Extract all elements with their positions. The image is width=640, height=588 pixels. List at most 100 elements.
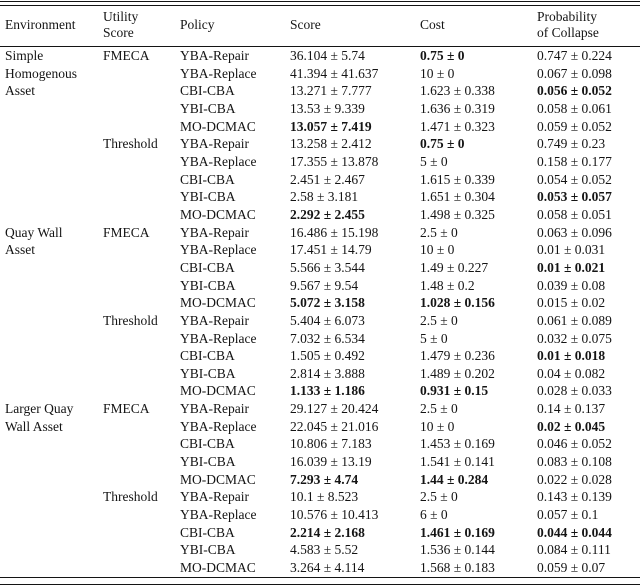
score-cell: 5.404 ± 6.073 [290, 312, 365, 328]
probability-of-collapse-cell: 0.083 ± 0.108 [537, 454, 612, 470]
cost-cell: 1.028 ± 0.156 [420, 295, 495, 311]
score-cell: 13.271 ± 7.777 [290, 83, 372, 99]
table-row: MO-DCMAC 13.057 ± 7.419 1.471 ± 0.323 0.059… [0, 118, 640, 136]
cost-cell: 10 ± 0 [420, 65, 455, 81]
score-cell: 13.53 ± 9.339 [290, 100, 365, 116]
probability-of-collapse-cell: 0.14 ± 0.137 [537, 401, 606, 417]
score-cell: 10.576 ± 10.413 [290, 507, 379, 523]
utility-score-cell [98, 259, 175, 277]
policy-cell: CBI-CBA [180, 171, 235, 187]
table-row: YBI-CBA 16.039 ± 13.19 1.541 ± 0.141 0.083 … [0, 453, 640, 471]
cost-cell: 2.5 ± 0 [420, 312, 458, 328]
probability-of-collapse-cell: 0.747 ± 0.224 [537, 48, 612, 63]
environment-cell [0, 471, 98, 489]
cost-cell: 1.48 ± 0.2 [420, 277, 475, 293]
score-cell: 2.58 ± 3.181 [290, 189, 359, 205]
score-cell: 17.451 ± 14.79 [290, 242, 372, 258]
utility-score-cell [98, 559, 175, 577]
utility-score-cell [98, 294, 175, 312]
cost-cell: 1.568 ± 0.183 [420, 560, 495, 576]
score-cell: 13.057 ± 7.419 [290, 118, 372, 134]
utility-score-cell [98, 418, 175, 436]
table-bottom-rule-outer [0, 584, 640, 586]
policy-cell: CBI-CBA [180, 524, 235, 540]
policy-cell: YBA-Repair [180, 312, 249, 328]
table-row: Homogenous YBA-Replace 41.394 ± 41.637 10 ±… [0, 65, 640, 83]
table-row: Simple FMECA YBA-Repair 36.104 ± 5.74 0.75 ±… [0, 47, 640, 65]
utility-score-cell [98, 330, 175, 348]
policy-cell: MO-DCMAC [180, 383, 256, 399]
environment-cell: Simple [5, 48, 44, 63]
cost-cell: 10 ± 0 [420, 418, 455, 434]
results-table-body: Simple FMECA YBA-Repair 36.104 ± 5.74 0.75 ±… [0, 47, 640, 577]
utility-score-cell [98, 382, 175, 400]
probability-of-collapse-cell: 0.022 ± 0.028 [537, 471, 612, 487]
probability-of-collapse-cell: 0.032 ± 0.075 [537, 330, 612, 346]
score-cell: 2.292 ± 2.455 [290, 206, 365, 222]
table-row: YBA-Replace 7.032 ± 6.534 5 ± 0 0.032 ± 0.0… [0, 330, 640, 348]
environment-cell [0, 347, 98, 365]
table-row: MO-DCMAC 7.293 ± 4.74 1.44 ± 0.284 0.022 ± … [0, 471, 640, 489]
table-row: YBI-CBA 4.583 ± 5.52 1.536 ± 0.144 0.084 ± … [0, 541, 640, 559]
cost-cell: 2.5 ± 0 [420, 489, 458, 505]
cost-cell: 1.44 ± 0.284 [420, 471, 489, 487]
utility-score-cell [98, 471, 175, 489]
policy-cell: YBA-Repair [180, 224, 249, 240]
utility-score-cell: FMECA [103, 224, 150, 240]
header-row: Environment Utility Score Policy Score C… [0, 6, 640, 47]
policy-cell: MO-DCMAC [180, 206, 256, 222]
probability-of-collapse-cell: 0.158 ± 0.177 [537, 153, 612, 169]
score-cell: 7.032 ± 6.534 [290, 330, 365, 346]
probability-of-collapse-cell: 0.061 ± 0.089 [537, 312, 612, 328]
utility-score-cell: Threshold [103, 136, 158, 152]
environment-cell [0, 453, 98, 471]
header-probability-of-collapse: Probability of Collapse [532, 6, 640, 47]
utility-score-cell: Threshold [103, 489, 158, 505]
cost-cell: 1.536 ± 0.144 [420, 542, 495, 558]
environment-cell [0, 382, 98, 400]
probability-of-collapse-cell: 0.044 ± 0.044 [537, 524, 612, 540]
score-cell: 16.039 ± 13.19 [290, 454, 372, 470]
score-cell: 36.104 ± 5.74 [290, 48, 365, 63]
probability-of-collapse-cell: 0.057 ± 0.1 [537, 507, 599, 523]
table-row: Quay Wall FMECA YBA-Repair 16.486 ± 15.198 2… [0, 224, 640, 242]
score-cell: 10.806 ± 7.183 [290, 436, 372, 452]
probability-of-collapse-cell: 0.01 ± 0.031 [537, 242, 606, 258]
utility-score-cell [98, 153, 175, 171]
cost-cell: 5 ± 0 [420, 153, 448, 169]
probability-of-collapse-cell: 0.059 ± 0.07 [537, 560, 606, 576]
utility-score-cell [98, 506, 175, 524]
probability-of-collapse-cell: 0.053 ± 0.057 [537, 189, 612, 205]
utility-score-cell: FMECA [103, 48, 150, 63]
cost-cell: 1.49 ± 0.227 [420, 259, 489, 275]
environment-cell: Asset [5, 83, 35, 99]
score-cell: 2.214 ± 2.168 [290, 524, 365, 540]
table-row: MO-DCMAC 1.133 ± 1.186 0.931 ± 0.15 0.028 ±… [0, 382, 640, 400]
utility-score-cell [98, 65, 175, 83]
table-row: CBI-CBA 2.451 ± 2.467 1.615 ± 0.339 0.054 ±… [0, 171, 640, 189]
policy-cell: CBI-CBA [180, 259, 235, 275]
score-cell: 9.567 ± 9.54 [290, 277, 359, 293]
cost-cell: 1.471 ± 0.323 [420, 118, 495, 134]
table-row: Asset YBA-Replace 17.451 ± 14.79 10 ± 0 0.01… [0, 241, 640, 259]
table-row: Wall Asset YBA-Replace 22.045 ± 21.016 10 ±… [0, 418, 640, 436]
policy-cell: YBI-CBA [180, 454, 236, 470]
table-row: YBA-Replace 17.355 ± 13.878 5 ± 0 0.158 ± 0… [0, 153, 640, 171]
probability-of-collapse-cell: 0.058 ± 0.051 [537, 206, 612, 222]
environment-cell [0, 312, 98, 330]
policy-cell: YBI-CBA [180, 277, 236, 293]
probability-of-collapse-cell: 0.143 ± 0.139 [537, 489, 612, 505]
policy-cell: MO-DCMAC [180, 295, 256, 311]
policy-cell: CBI-CBA [180, 348, 235, 364]
environment-cell: Wall Asset [5, 418, 63, 434]
probability-of-collapse-cell: 0.054 ± 0.052 [537, 171, 612, 187]
score-cell: 17.355 ± 13.878 [290, 153, 379, 169]
policy-cell: YBA-Repair [180, 48, 249, 63]
probability-of-collapse-cell: 0.056 ± 0.052 [537, 83, 612, 99]
probability-of-collapse-cell: 0.04 ± 0.082 [537, 365, 606, 381]
cost-cell: 1.461 ± 0.169 [420, 524, 495, 540]
table-row: Threshold YBA-Repair 10.1 ± 8.523 2.5 ± 0 0.… [0, 488, 640, 506]
table-row: MO-DCMAC 5.072 ± 3.158 1.028 ± 0.156 0.015 … [0, 294, 640, 312]
environment-cell [0, 277, 98, 295]
